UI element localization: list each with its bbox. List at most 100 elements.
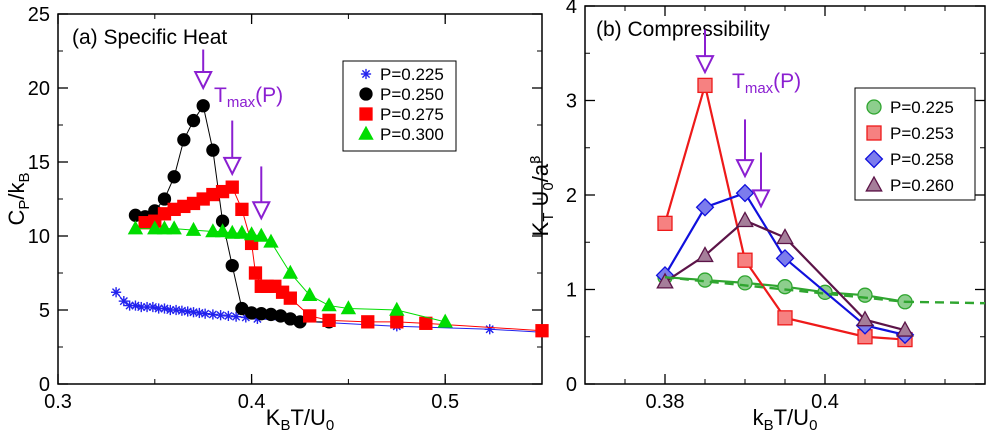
legend-label: P=0.258 [890,150,954,169]
data-point [656,272,674,289]
tmax-annotation-a: Tmax(P) [214,84,283,111]
data-point [737,275,753,291]
data-point [390,315,404,329]
data-point [263,233,279,248]
data-point [157,192,172,206]
data-point [283,291,297,305]
legend-label: P=0.300 [380,125,444,144]
data-point [215,310,226,321]
tmax-arrow [695,29,715,75]
legend-label: P=0.275 [380,105,444,124]
data-point [535,324,549,338]
data-point [200,308,211,319]
legend-marker [358,125,374,140]
x-tick-label: 0.38 [646,391,685,413]
data-point [896,320,914,337]
data-point [253,227,269,242]
compressibility-panel: 0.38 0.4 0 1 2 3 4 (b) Compressibility KT U0/a… [527,0,986,434]
panel-b-title: (b) Compressibility [596,18,770,41]
data-series-a [110,99,549,338]
data-point [207,309,218,320]
data-point [776,228,794,245]
axis-ticks-b: 0.38 0.4 0 1 2 3 4 [566,0,986,413]
data-point [697,77,713,94]
data-point [301,286,318,301]
data-point [695,197,715,217]
series-P-0-300 [127,220,453,328]
data-point [156,220,173,235]
data-point [243,226,260,241]
legend-marker [865,175,883,192]
arrow-head [251,201,271,221]
data-point [231,311,242,322]
data-point [777,310,793,326]
series-fit-dashed [664,276,906,303]
data-point [857,287,873,303]
y-tick-label: 1 [566,280,577,302]
data-point [225,258,239,273]
data-point [177,133,191,147]
data-point [696,246,714,263]
data-point [234,224,250,239]
data-point [322,313,336,328]
panel-a-title: (a) Specific Heat [72,26,227,49]
data-point [657,215,673,232]
data-point [303,309,317,323]
tmax-annotation-b: Tmax(P) [732,70,801,97]
legend-marker [866,125,882,141]
data-point [282,264,299,279]
tmax-arrow [193,49,213,91]
tmax-arrows [193,29,771,221]
legend-label: P=0.225 [890,98,954,117]
data-point [361,315,375,329]
y-tick-label: 20 [28,78,50,100]
arrow-head [222,156,242,177]
data-point [340,300,357,315]
x-tick-label: 0.3 [44,391,72,413]
y-tick-label: 25 [28,4,50,26]
legend-b: P=0.225 P=0.253 P=0.258 P=0.260 [854,87,976,201]
data-point [224,224,240,239]
data-point [147,220,163,235]
series-extension-dashed [904,300,986,305]
data-point [110,287,122,298]
legend-marker [864,149,884,169]
y-axis-label-a: CP/kB [4,172,33,225]
data-point [196,99,210,113]
legend-entries-b: P=0.225 P=0.253 P=0.258 P=0.260 [864,98,954,195]
series-P-0-260 [656,211,914,337]
data-point [186,113,201,128]
legend-label: P=0.225 [380,65,444,84]
legend-label: P=0.260 [890,176,954,195]
legend-label: P=0.253 [890,124,954,143]
tmax-arrow [251,166,271,221]
legend-marker [360,68,372,80]
data-point [166,220,182,235]
y-tick-label: 0 [39,374,50,396]
data-point [205,223,221,238]
legend-marker [359,107,373,121]
x-tick-label: 0.4 [811,391,839,413]
data-point [206,143,220,157]
data-point [737,252,753,268]
data-series-b [655,77,986,348]
y-axis-label-b: KT U0/a3 [527,156,557,237]
data-point [777,279,793,295]
arrow-head [695,55,715,75]
arrow-head [193,71,213,91]
data-point [214,223,231,238]
data-point [389,301,405,316]
data-point [775,248,795,268]
data-point [484,324,495,335]
data-point [736,211,754,228]
data-point [118,296,129,307]
data-point [248,266,263,280]
x-tick-label: 0.4 [238,391,266,413]
x-axis-label-b: kBT/U0 [753,405,818,434]
tmax-arrow [735,119,755,179]
tmax-arrow [222,120,242,177]
tmax-arrow [751,152,771,209]
